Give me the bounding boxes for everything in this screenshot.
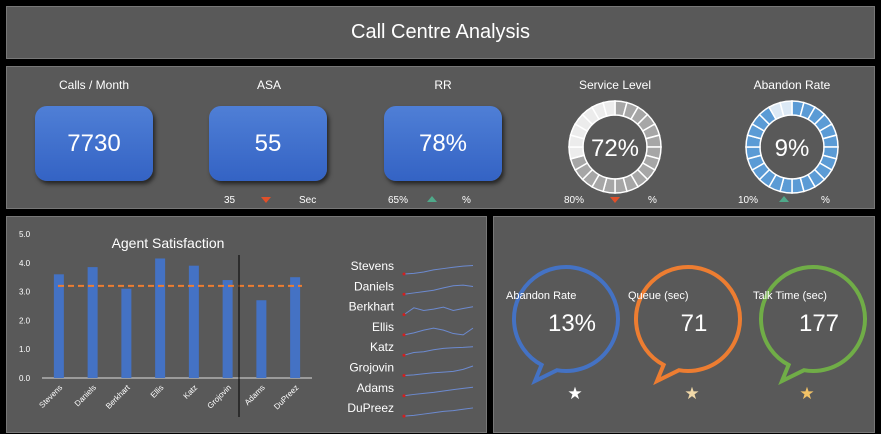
sparkline [403, 407, 474, 417]
abandon-rate-gauge: 9% [745, 100, 839, 194]
trend-down-icon [610, 197, 620, 203]
service-level-target: 80% [564, 195, 585, 206]
bubble-label: Abandon Rate [506, 290, 576, 302]
sparkline-start-marker [402, 313, 406, 317]
agent-satisfaction-chart: Agent Satisfaction 0.0 1.0 2.0 3.0 4.0 5.0 Ste… [19, 230, 474, 418]
dashboard-title: Call Centre Analysis [6, 6, 875, 59]
x-tick-label: Stevens [37, 383, 64, 410]
bar-berkhart [121, 288, 132, 378]
bar-katz [188, 265, 199, 378]
y-tick-label: 0.0 [19, 374, 31, 383]
sparkline-start-marker [402, 292, 406, 296]
sparkline-start-marker [402, 272, 406, 276]
trend-up-icon [779, 196, 789, 202]
y-tick-label: 2.0 [19, 316, 31, 325]
bar-daniels [87, 267, 98, 378]
y-tick-label: 1.0 [19, 345, 31, 354]
sparkline-label: Ellis [372, 320, 394, 334]
asa-card: 55 [209, 106, 327, 181]
service-level-label: Service Level [578, 78, 652, 92]
rr-label: RR [434, 78, 452, 92]
service-level-value: 72% [591, 135, 639, 162]
bar-stevens [53, 274, 64, 378]
sparkline-start-marker [402, 394, 406, 398]
bar-adams [256, 300, 267, 378]
abandon-rate-target: 10% [738, 195, 759, 206]
sparkline-start-marker [402, 353, 406, 357]
sparkline [403, 306, 474, 316]
sparkline-label: Berkhart [349, 300, 395, 314]
bubble-value: 71 [681, 310, 708, 337]
abandon-rate-unit: % [821, 195, 830, 206]
sparkline-start-marker [402, 333, 406, 337]
sparkline [403, 284, 474, 295]
agent-panel: Agent Satisfaction 0.0 1.0 2.0 3.0 4.0 5.0 Ste… [6, 216, 487, 433]
bubble-label: Queue (sec) [628, 290, 689, 302]
sparkline-start-marker [402, 414, 406, 418]
rr-unit: % [462, 195, 471, 206]
star-icon: ★ [567, 384, 582, 403]
sparkline-label: Adams [357, 381, 394, 395]
bubble-label: Talk Time (sec) [753, 290, 827, 302]
trend-down-icon [261, 197, 271, 203]
kpi-panel: Calls / Month 7730 ASA 55 35 Sec RR 78% … [6, 66, 875, 209]
x-tick-label: Katz [182, 383, 200, 401]
rr-card: 78% [384, 106, 502, 181]
sparkline-label: Daniels [354, 279, 394, 293]
x-tick-label: DuPreez [272, 383, 300, 411]
trend-up-icon [427, 196, 437, 202]
x-tick-label: Daniels [73, 383, 98, 408]
y-tick-label: 5.0 [19, 230, 31, 239]
abandon-rate-value: 9% [775, 135, 810, 162]
y-tick-label: 3.0 [19, 288, 31, 297]
sparkline-label: Stevens [351, 259, 394, 273]
sparkline [403, 265, 474, 275]
x-tick-label: Grojovin [206, 383, 233, 410]
sparkline [403, 365, 474, 376]
service-level-unit: % [648, 195, 657, 206]
asa-target: 35 [224, 195, 236, 206]
service-level-gauge: 72% [568, 100, 662, 194]
bar-ellis [155, 258, 166, 378]
speech-bubble-icon [759, 265, 867, 386]
sparkline [403, 346, 474, 356]
speech-bubble-icon [512, 265, 620, 386]
speech-bubble-icon [634, 265, 742, 386]
asa-label: ASA [256, 78, 281, 92]
gauge-segment [602, 100, 616, 118]
asa-unit: Sec [299, 195, 317, 206]
abandon-rate-label: Abandon Rate [753, 78, 831, 92]
bubble-value: 13% [548, 310, 596, 337]
x-tick-label: Ellis [149, 383, 166, 400]
sparkline-start-marker [402, 374, 406, 377]
sparkline-label: DuPreez [347, 401, 394, 415]
calls-label: Calls / Month [58, 78, 130, 92]
bubble-kpis: Abandon Rate 13% ★ Queue (sec) 71 ★ Talk Time … [506, 265, 867, 403]
x-tick-label: Adams [243, 383, 267, 407]
star-icon: ★ [799, 384, 814, 403]
title-text: Call Centre Analysis [351, 21, 530, 43]
star-icon: ★ [684, 384, 699, 403]
bubble-panel: Abandon Rate 13% ★ Queue (sec) 71 ★ Talk Time … [493, 216, 875, 433]
sparkline [403, 386, 474, 397]
chart-title: Agent Satisfaction [112, 235, 225, 251]
bar-grojovin [222, 280, 233, 378]
bubble-value: 177 [799, 310, 839, 337]
calls-card: 7730 [35, 106, 153, 181]
sparkline [403, 327, 474, 336]
sparkline-label: Grojovin [349, 361, 394, 375]
y-tick-label: 4.0 [19, 259, 31, 268]
bar-dupreez [290, 277, 301, 378]
sparkline-label: Katz [370, 340, 394, 354]
rr-target: 65% [388, 195, 409, 206]
gauge-segment [779, 100, 793, 118]
x-tick-label: Berkhart [104, 383, 132, 411]
